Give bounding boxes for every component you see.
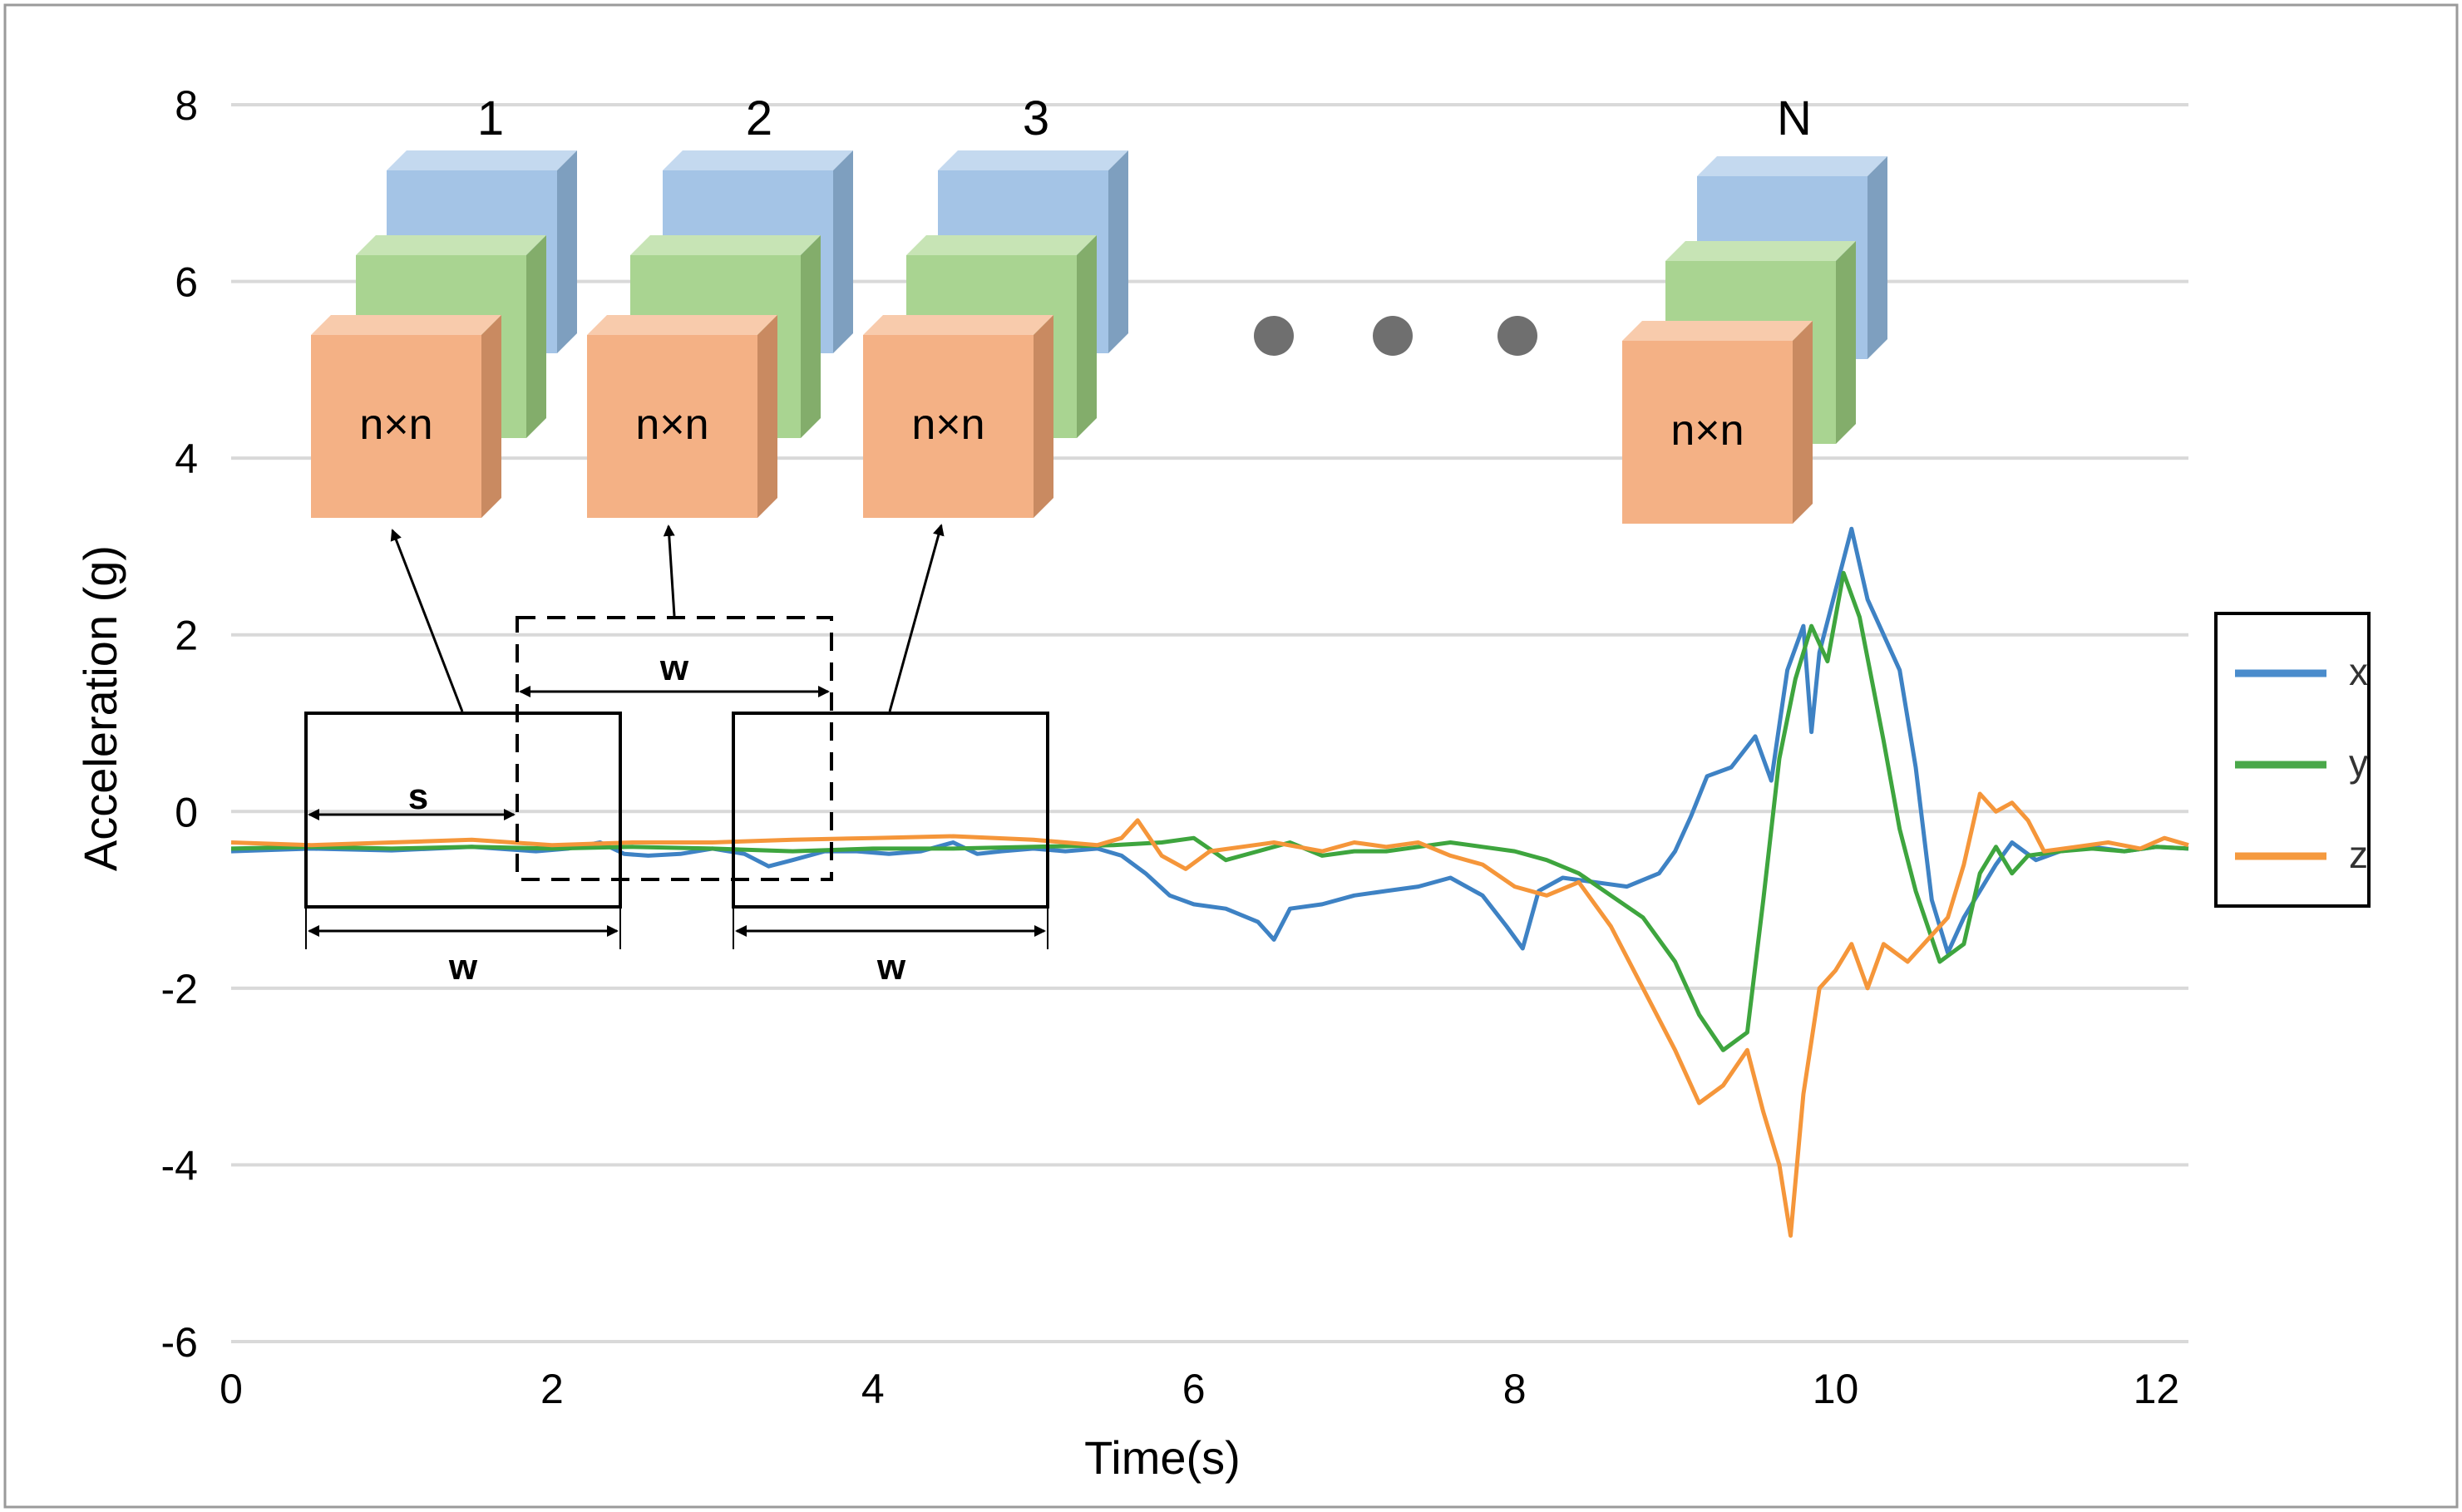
cube-face-label: n×n — [635, 401, 708, 449]
legend: x y z — [2214, 612, 2371, 908]
cube-face-label: n×n — [911, 401, 984, 449]
y-tick-label: -4 — [161, 1142, 198, 1189]
green-channel-cube-side — [526, 235, 546, 438]
y-tick-labels: 8 6 4 2 0 -2 -4 -6 — [161, 82, 198, 1366]
blue-channel-cube-side — [833, 150, 853, 353]
green-channel-cube-top — [630, 235, 821, 255]
blue-channel-cube-side — [1108, 150, 1128, 353]
x-axis-title: Time(s) — [1084, 1431, 1241, 1484]
sliding-windows — [304, 616, 1049, 909]
ellipsis-dot — [1254, 316, 1294, 356]
series-line-y — [230, 570, 2189, 1052]
orange-channel-cube-top — [863, 315, 1053, 335]
cube-stack: n×n 1 — [311, 91, 577, 518]
y-tick-label: -6 — [161, 1319, 198, 1366]
series-line-z — [230, 791, 2189, 1238]
blue-channel-cube-side — [1867, 156, 1887, 359]
window-label-1: w — [448, 947, 478, 987]
series-line-x — [230, 526, 2189, 955]
y-axis-title: Acceleration (g) — [74, 545, 126, 871]
y-tick-label: -2 — [161, 966, 198, 1012]
feature-cubes: n×n 1 n×n 2 n×n 3 n×n N — [311, 91, 1887, 524]
dimension-arrows — [305, 686, 1048, 949]
blue-channel-cube-top — [387, 150, 577, 170]
legend-label-y: y — [2349, 741, 2368, 785]
ellipsis-dots — [1254, 316, 1537, 356]
window-box-2-dashed — [516, 616, 833, 881]
blue-channel-cube-top — [1697, 156, 1887, 176]
stride-label: s — [408, 776, 428, 817]
y-tick-label: 8 — [175, 82, 198, 129]
orange-channel-cube-front — [1622, 341, 1793, 524]
x-tick-label: 4 — [861, 1366, 885, 1412]
cube-index-label: N — [1777, 91, 1812, 145]
green-channel-cube-top — [356, 235, 546, 255]
legend-label-z: z — [2349, 833, 2368, 876]
figure-frame — [3, 3, 2459, 1509]
window-box-3 — [732, 712, 1049, 909]
blue-channel-cube-top — [663, 150, 853, 170]
map-arrow-2 — [663, 525, 676, 617]
y-tick-label: 0 — [175, 789, 198, 835]
ellipsis-dot — [1497, 316, 1537, 356]
orange-channel-cube-side — [481, 315, 501, 518]
orange-channel-cube — [311, 315, 501, 518]
orange-channel-cube-top — [1622, 321, 1813, 341]
x-tick-label: 0 — [220, 1366, 243, 1412]
orange-channel-cube-side — [1034, 315, 1053, 518]
window-label-3: w — [876, 947, 906, 987]
series-layer — [230, 526, 2189, 1238]
x-tick-label: 10 — [1813, 1366, 1859, 1412]
y-tick-label: 2 — [175, 613, 198, 659]
orange-channel-cube — [1622, 321, 1813, 524]
x-tick-label: 12 — [2134, 1366, 2180, 1412]
blue-channel-cube-top — [938, 150, 1128, 170]
cube-stack: n×n 3 — [863, 91, 1128, 518]
green-channel-cube-side — [801, 235, 821, 438]
x-tick-label: 2 — [540, 1366, 564, 1412]
green-channel-cube-side — [1836, 241, 1856, 444]
green-channel-cube-side — [1077, 235, 1097, 438]
cube-stack: n×n 2 — [587, 91, 853, 518]
legend-label-x: x — [2349, 650, 2368, 693]
x-tick-label: 6 — [1182, 1366, 1206, 1412]
green-channel-cube-top — [906, 235, 1097, 255]
legend-box — [2214, 612, 2371, 908]
orange-channel-cube-side — [1793, 321, 1813, 524]
y-tick-label: 4 — [175, 436, 198, 482]
window-box-1 — [304, 712, 622, 909]
y-tick-label: 6 — [175, 259, 198, 306]
cube-face-label: n×n — [1670, 406, 1744, 455]
window-label-2: w — [659, 648, 689, 688]
orange-channel-cube-top — [311, 315, 501, 335]
orange-channel-cube-front — [863, 335, 1034, 518]
map-arrow-3 — [888, 524, 945, 712]
x-tick-label: 8 — [1503, 1366, 1527, 1412]
orange-channel-cube-top — [587, 315, 777, 335]
cube-index-label: 2 — [746, 91, 772, 145]
mapping-arrows — [390, 524, 945, 712]
orange-channel-cube — [587, 315, 777, 518]
orange-channel-cube — [863, 315, 1053, 518]
x-tick-labels: 0 2 4 6 8 10 12 — [220, 1366, 2179, 1412]
cube-stack: n×n N — [1622, 91, 1887, 524]
orange-channel-cube-front — [311, 335, 481, 518]
blue-channel-cube-side — [557, 150, 577, 353]
map-arrow-1 — [390, 529, 464, 712]
ellipsis-dot — [1373, 316, 1413, 356]
green-channel-cube-top — [1665, 241, 1856, 261]
orange-channel-cube-side — [757, 315, 777, 518]
cube-index-label: 3 — [1023, 91, 1049, 145]
cube-index-label: 1 — [477, 91, 504, 145]
cube-face-label: n×n — [359, 401, 432, 449]
orange-channel-cube-front — [587, 335, 757, 518]
